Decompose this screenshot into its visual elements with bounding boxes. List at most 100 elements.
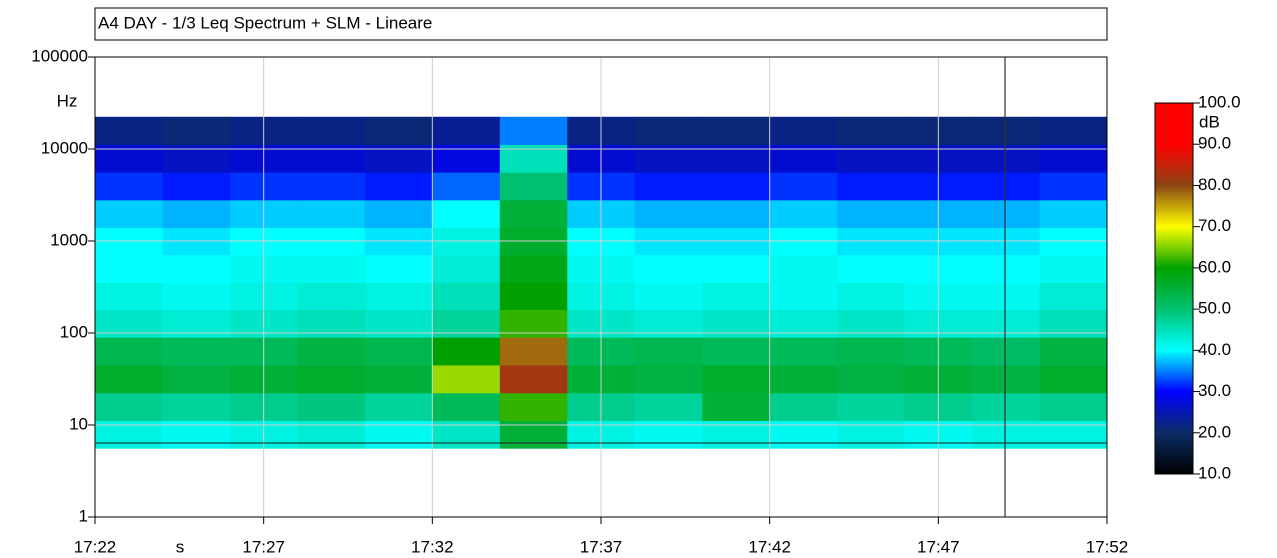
spectrogram-cell xyxy=(1040,255,1108,283)
spectrogram-cell xyxy=(297,117,365,145)
spectrogram-cell xyxy=(500,200,568,228)
spectrogram-cell xyxy=(162,172,230,200)
colorbar-tick-label: 10.0 xyxy=(1198,463,1231,482)
y-tick-label: 10 xyxy=(69,414,88,433)
spectrogram-cell xyxy=(95,172,163,200)
spectrogram-cell xyxy=(837,117,905,145)
spectrogram-cell xyxy=(635,365,703,393)
spectrogram-cell xyxy=(770,172,838,200)
spectrogram-cell xyxy=(635,337,703,365)
colorbar-label: dB xyxy=(1199,112,1220,131)
colorbar xyxy=(1155,103,1193,474)
spectrogram-cell xyxy=(702,200,770,228)
spectrogram-cell xyxy=(297,200,365,228)
x-tick-label: 17:42 xyxy=(748,537,791,556)
spectrogram-cell xyxy=(770,282,838,310)
spectrogram-cell xyxy=(432,255,500,283)
spectrogram-cell xyxy=(162,117,230,145)
spectrogram-cell xyxy=(95,255,163,283)
x-axis-label: s xyxy=(176,537,185,556)
spectrogram-cell xyxy=(365,255,433,283)
spectrogram-cell xyxy=(702,393,770,421)
spectrogram-cell xyxy=(432,393,500,421)
spectrogram-cell xyxy=(432,282,500,310)
spectrogram-cell xyxy=(837,365,905,393)
spectrogram-cell xyxy=(365,393,433,421)
y-tick-label: 1000 xyxy=(50,230,88,249)
colorbar-tick-label: 80.0 xyxy=(1198,175,1231,194)
spectrogram-cell xyxy=(432,337,500,365)
spectrogram-cell xyxy=(972,172,1040,200)
spectrogram-cell xyxy=(702,255,770,283)
spectrogram-cell xyxy=(770,117,838,145)
spectrogram-cell xyxy=(1040,393,1108,421)
spectrogram-cell xyxy=(95,117,163,145)
y-axis-label: Hz xyxy=(57,91,78,110)
spectrogram-cell xyxy=(297,393,365,421)
spectrogram-cell xyxy=(95,200,163,228)
colorbar-tick-label: 40.0 xyxy=(1198,340,1231,359)
spectrogram-cell xyxy=(702,172,770,200)
spectrogram-cell xyxy=(837,282,905,310)
spectrogram-cell xyxy=(432,365,500,393)
spectrogram-cell xyxy=(1040,282,1108,310)
spectrogram-cell xyxy=(635,117,703,145)
spectrogram-cell xyxy=(702,117,770,145)
spectrogram-cell xyxy=(365,337,433,365)
spectrogram-cell xyxy=(500,393,568,421)
spectrogram-cell xyxy=(770,255,838,283)
spectrogram-cell xyxy=(770,337,838,365)
spectrogram-cell xyxy=(972,117,1040,145)
colorbar-tick-label: 50.0 xyxy=(1198,299,1231,318)
spectrogram-cell xyxy=(432,200,500,228)
spectrogram-cell xyxy=(770,365,838,393)
spectrogram-cell xyxy=(837,393,905,421)
spectrogram-cell xyxy=(432,117,500,145)
spectrogram-cell xyxy=(635,172,703,200)
spectrogram-cell xyxy=(500,255,568,283)
spectrogram-cell xyxy=(500,282,568,310)
x-tick-label: 17:22 xyxy=(74,537,117,556)
spectrogram-cell xyxy=(972,282,1040,310)
spectrogram-cell xyxy=(972,200,1040,228)
spectrogram-cell xyxy=(770,393,838,421)
spectrogram-cell xyxy=(837,200,905,228)
spectrogram-cell xyxy=(837,337,905,365)
spectrogram-cell xyxy=(770,200,838,228)
spectrogram-cell xyxy=(162,200,230,228)
spectrogram-cell xyxy=(1040,200,1108,228)
spectrogram-cell xyxy=(1040,172,1108,200)
spectrogram-cell xyxy=(972,337,1040,365)
spectrogram-cell xyxy=(1040,365,1108,393)
spectrogram-cell xyxy=(297,282,365,310)
spectrogram-cell xyxy=(837,255,905,283)
colorbar-tick-label: 20.0 xyxy=(1198,422,1231,441)
spectrogram-cell xyxy=(635,200,703,228)
chart-title: A4 DAY - 1/3 Leq Spectrum + SLM - Linear… xyxy=(98,13,432,32)
colorbar-tick-label: 90.0 xyxy=(1198,134,1231,153)
x-tick-label: 17:37 xyxy=(580,537,623,556)
spectrogram-cell xyxy=(972,365,1040,393)
spectrogram-cell xyxy=(297,255,365,283)
x-tick-label: 17:52 xyxy=(1086,537,1129,556)
x-tick-label: 17:47 xyxy=(917,537,960,556)
spectrogram-cell xyxy=(162,365,230,393)
spectrogram-cell xyxy=(297,365,365,393)
spectrogram-cell xyxy=(365,200,433,228)
spectrogram-cell xyxy=(702,337,770,365)
spectrogram-cell xyxy=(702,282,770,310)
spectrogram-cell xyxy=(635,282,703,310)
spectrogram-cell xyxy=(1040,117,1108,145)
y-tick-label: 100 xyxy=(60,322,88,341)
spectrogram-cell xyxy=(702,365,770,393)
colorbar-tick-label: 60.0 xyxy=(1198,257,1231,276)
spectrogram-cell xyxy=(635,255,703,283)
spectrogram-cell xyxy=(95,337,163,365)
x-tick-label: 17:27 xyxy=(242,537,285,556)
spectrogram-cell xyxy=(1040,337,1108,365)
y-tick-label: 10000 xyxy=(41,138,88,157)
spectrogram-cell xyxy=(500,117,568,145)
colorbar-tick-label: 30.0 xyxy=(1198,381,1231,400)
spectrogram-cell xyxy=(365,117,433,145)
spectrogram-cell xyxy=(162,393,230,421)
